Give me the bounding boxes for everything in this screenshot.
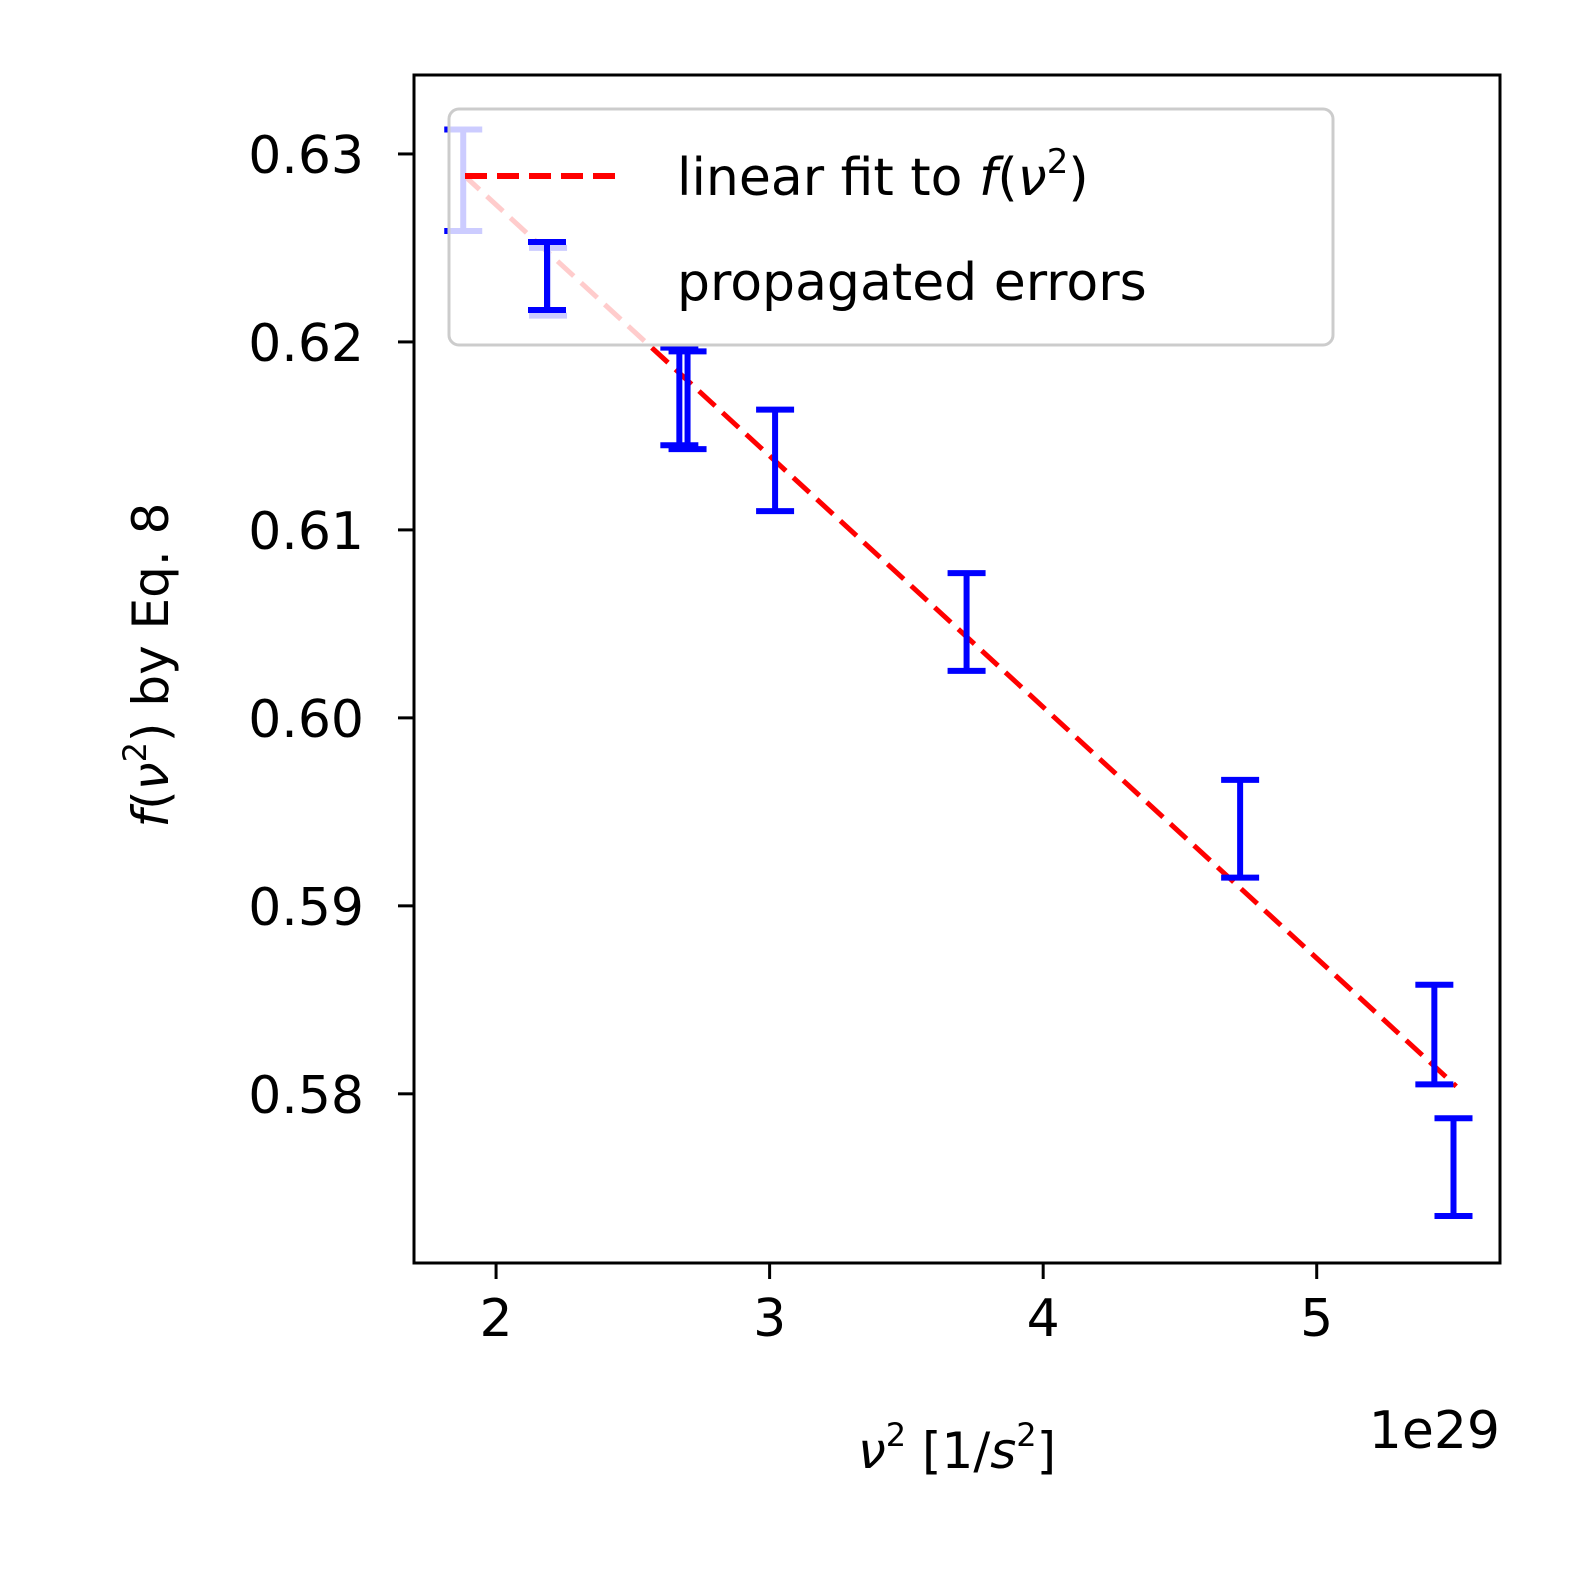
legend-fit-label: linear fit to f(ν2) <box>677 142 1089 208</box>
error-bar <box>1221 776 1260 881</box>
error-bar <box>668 348 707 453</box>
error-bar <box>660 344 699 449</box>
legend-fit-label-var: ν <box>1018 148 1047 208</box>
x-axis-label-unit: [1/ <box>906 1422 990 1480</box>
y-tick-label: 0.59 <box>248 878 364 938</box>
legend-errorbar-swatch <box>528 239 566 313</box>
y-tick-label: 0.58 <box>248 1066 364 1126</box>
legend-fit-label-sup: 2 <box>1047 142 1069 182</box>
y-axis-label-open: ( <box>122 790 180 810</box>
legend-fit-label-pre: linear fit to <box>677 148 979 208</box>
y-axis-label-rest: ) by Eq. 8 <box>122 503 180 743</box>
x-axis-label-sup: 2 <box>886 1416 906 1454</box>
x-tick-label: 2 <box>480 1289 513 1349</box>
x-tick-label: 3 <box>753 1289 786 1349</box>
y-axis-label-sup: 2 <box>116 742 154 762</box>
x-axis-label-var2: s <box>990 1422 1016 1480</box>
error-bar <box>1415 981 1454 1088</box>
x-axis-label-sup2: 2 <box>1016 1416 1036 1454</box>
x-offset-text: 1e29 <box>1369 1401 1500 1461</box>
x-axis-label-var: ν <box>858 1422 886 1480</box>
legend-fit-label-open: ( <box>997 148 1017 208</box>
y-tick-label: 0.63 <box>248 126 364 186</box>
error-bar <box>756 406 795 515</box>
legend-errors-label: propagated errors <box>677 253 1147 313</box>
legend-fit-label-close: ) <box>1068 148 1088 208</box>
y-tick-label: 0.62 <box>248 314 364 374</box>
y-tick-label: 0.60 <box>248 690 364 750</box>
y-tick-label: 0.61 <box>248 502 364 562</box>
legend: linear fit to f(ν2) propagated errors <box>447 107 1335 347</box>
y-axis-label: f(ν2) by Eq. 8 <box>116 503 180 828</box>
x-axis-label: ν2 [1/s2] <box>858 1416 1056 1480</box>
error-bar <box>947 570 986 674</box>
error-bar <box>1434 1115 1473 1220</box>
legend-box <box>447 107 1335 347</box>
x-tick-label: 5 <box>1300 1289 1333 1349</box>
x-tick-label: 4 <box>1027 1289 1060 1349</box>
plot-frame <box>412 73 1502 1265</box>
x-axis-label-close: ] <box>1037 1422 1057 1480</box>
y-axis-label-var: ν <box>122 762 180 790</box>
